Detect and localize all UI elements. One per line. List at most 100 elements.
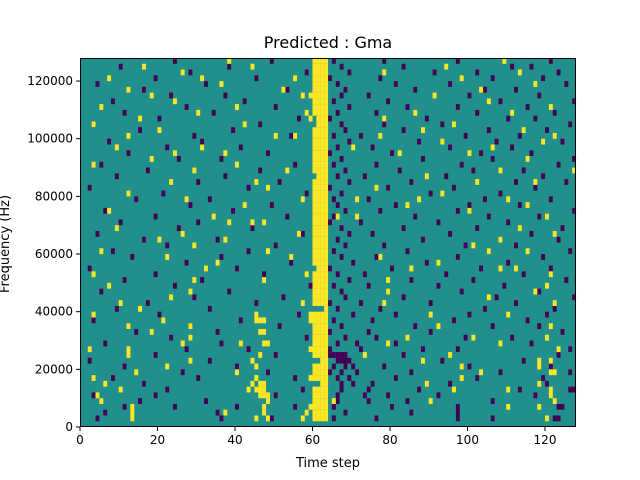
heatmap-cell-low <box>529 63 534 70</box>
heatmap-cell-high <box>180 69 185 76</box>
heatmap-cell-low <box>568 248 573 255</box>
heatmap-cell-low <box>475 225 480 232</box>
heatmap-cell-low <box>111 248 115 255</box>
heatmap-cell-low <box>366 328 371 335</box>
heatmap-cell-high <box>324 375 329 381</box>
heatmap-cell-high <box>223 409 228 416</box>
heatmap-cell-low <box>138 398 143 404</box>
x-tick-label: 40 <box>227 433 242 447</box>
heatmap-cell-low <box>300 386 305 393</box>
heatmap-cell-high <box>537 380 542 387</box>
heatmap-cell-low <box>169 92 174 99</box>
heatmap-cell-low <box>328 369 332 376</box>
heatmap-cell-high <box>250 219 255 226</box>
heatmap-cell-high <box>335 213 340 220</box>
heatmap-cell-high <box>320 277 325 283</box>
heatmap-cell-high <box>324 380 329 387</box>
heatmap-cell-low <box>300 230 305 237</box>
y-tick-label: 40000 <box>35 305 73 319</box>
heatmap-cell-low <box>184 259 189 266</box>
heatmap-cell-high <box>324 132 329 139</box>
heatmap-cell-high <box>548 104 553 110</box>
heatmap-cell-high <box>91 271 96 278</box>
heatmap-cell-high <box>324 328 329 335</box>
heatmap-cell-high <box>316 167 321 174</box>
heatmap-cell-low <box>215 236 220 243</box>
heatmap-cell-high <box>405 202 410 208</box>
heatmap-cell-low <box>95 81 100 87</box>
heatmap-cell-high <box>312 127 317 134</box>
heatmap-cell-high <box>235 161 239 168</box>
heatmap-cell-low <box>467 363 472 370</box>
heatmap-cell-high <box>479 369 484 376</box>
heatmap-cell-high <box>316 398 321 404</box>
heatmap-cell-high <box>304 271 309 278</box>
heatmap-cell-high <box>312 213 317 220</box>
heatmap-cell-low <box>343 334 348 341</box>
heatmap-cell-high <box>552 398 557 404</box>
heatmap-cell-high <box>149 328 154 335</box>
heatmap-cell-low <box>192 294 197 301</box>
heatmap-cell-high <box>316 340 321 347</box>
heatmap-cell-low <box>362 173 367 180</box>
heatmap-cell-high <box>138 115 143 122</box>
heatmap-cell-low <box>463 334 468 341</box>
heatmap-cell-high <box>312 104 317 110</box>
heatmap-cell-high <box>324 230 329 237</box>
heatmap-cell-high <box>316 219 321 226</box>
heatmap-cell-low <box>490 75 495 82</box>
y-axis-ticks: 0 20000 40000 60000 80000 100000 120000 <box>27 74 80 434</box>
heatmap-cell-high <box>118 386 123 393</box>
heatmap-cell-high <box>324 242 329 249</box>
heatmap-cell-high <box>324 109 329 116</box>
heatmap-cell-high <box>316 196 321 203</box>
heatmap-cell-low <box>548 265 553 272</box>
heatmap-cell-low <box>494 294 499 301</box>
heatmap-cell-high <box>312 98 317 105</box>
heatmap-cell-high <box>254 311 259 318</box>
heatmap-cell-low <box>366 398 371 404</box>
heatmap-cell-low <box>235 363 239 370</box>
heatmap-cell-low <box>436 219 441 226</box>
heatmap-cell-high <box>467 207 472 214</box>
heatmap-cell-high <box>421 357 425 364</box>
heatmap-cell-low <box>293 375 298 381</box>
heatmap-cell-high <box>355 213 360 220</box>
heatmap-cell-low <box>374 415 379 422</box>
heatmap-cell-high <box>316 242 321 249</box>
heatmap-cell-high <box>324 403 329 410</box>
heatmap-cell-low <box>479 150 484 157</box>
heatmap-cell-low <box>444 271 449 278</box>
heatmap-cell-low <box>355 340 360 347</box>
heatmap-cell-low <box>537 92 542 99</box>
heatmap-cell-high <box>552 230 557 237</box>
heatmap-cell-low <box>455 58 460 64</box>
heatmap-cell-low <box>95 230 100 237</box>
heatmap-cell-high <box>320 254 325 260</box>
heatmap-cell-low <box>428 300 433 306</box>
heatmap-cell-low <box>339 121 344 128</box>
heatmap-cell-high <box>316 115 321 122</box>
heatmap-cell-low <box>235 403 239 410</box>
heatmap-cell-low <box>339 352 344 358</box>
heatmap-cell-low <box>343 207 348 214</box>
heatmap-cell-low <box>331 161 336 168</box>
heatmap-cell-low <box>87 184 92 191</box>
heatmap-cell-low <box>145 167 150 174</box>
heatmap-cell-low <box>285 86 290 93</box>
heatmap-cell-high <box>324 190 329 197</box>
heatmap-cell-high <box>444 63 449 70</box>
x-tick-label: 60 <box>305 433 320 447</box>
heatmap-cell-high <box>99 248 104 255</box>
heatmap-cell-low <box>254 300 259 306</box>
heatmap-cell-low <box>378 207 383 214</box>
heatmap-cell-high <box>316 81 321 87</box>
heatmap-cell-high <box>459 363 464 370</box>
heatmap-cell-low <box>118 63 123 70</box>
heatmap-cell-low <box>165 144 170 151</box>
heatmap-cell-high <box>324 75 329 82</box>
heatmap-cell-low <box>572 98 577 105</box>
heatmap-cell-low <box>572 386 577 393</box>
heatmap-cell-high <box>312 415 317 422</box>
heatmap-cell-high <box>316 248 321 255</box>
